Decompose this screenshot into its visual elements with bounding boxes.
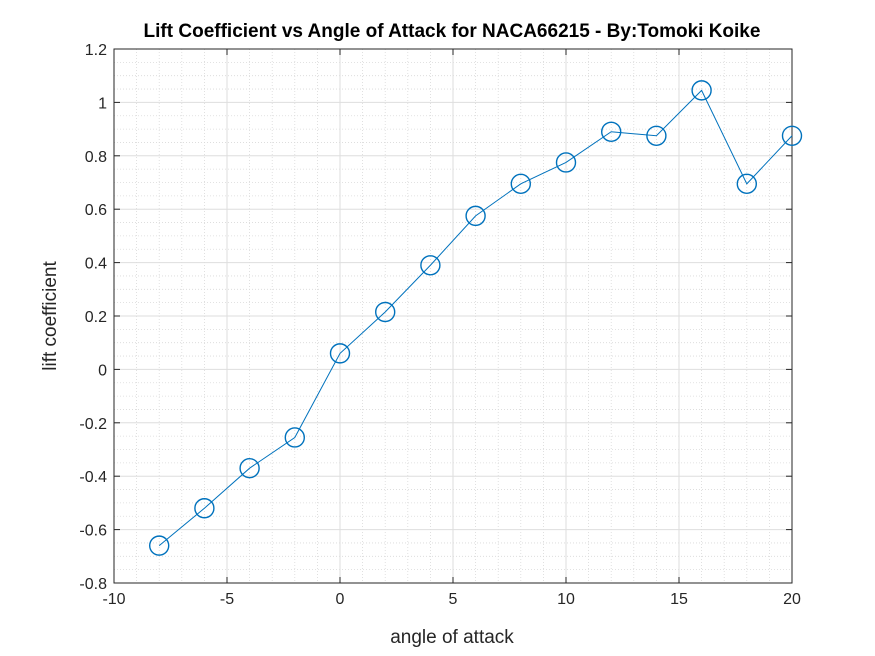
series-layer [148, 80, 803, 556]
y-tick-label: 1.2 [85, 42, 107, 59]
data-point-marker [555, 152, 577, 173]
series-line [158, 89, 793, 547]
data-point-marker [375, 301, 396, 323]
data-point-marker [148, 535, 170, 556]
data-point-marker [646, 125, 667, 146]
y-tick-label: 0 [98, 362, 107, 379]
y-tick-label: 0.2 [85, 309, 107, 326]
x-tick-label: -5 [220, 591, 234, 608]
data-point-marker [239, 457, 260, 479]
tick-marks [113, 48, 793, 584]
y-axis-title: lift coefficient [40, 261, 61, 371]
data-point-marker [284, 427, 305, 448]
x-tick-label: 20 [783, 591, 801, 608]
x-tick-label: -10 [102, 591, 125, 608]
data-point-marker [465, 205, 486, 227]
data-point-marker [691, 80, 712, 101]
x-tick-label: 10 [557, 591, 575, 608]
y-tick-labels: -0.8 -0.6 -0.4 -0.2 0 0.2 0.4 0.6 0.8 1 1.2 [79, 42, 107, 593]
data-point-marker [194, 498, 215, 519]
x-tick-label: 15 [670, 591, 688, 608]
y-tick-label: 0.6 [85, 202, 107, 219]
data-point-marker [736, 173, 757, 195]
y-tick-label: 0.4 [85, 256, 107, 273]
y-tick-label: -0.4 [79, 469, 107, 486]
data-point-marker [329, 343, 351, 364]
chart-title: Lift Coefficient vs Angle of Attack for … [144, 21, 761, 42]
y-tick-label: 0.8 [85, 149, 107, 166]
y-tick-label: -0.6 [79, 523, 107, 540]
x-tick-label: 5 [449, 591, 458, 608]
data-point-marker [781, 125, 803, 146]
data-point-marker [510, 173, 531, 195]
data-point-marker [420, 255, 441, 276]
x-tick-label: 0 [336, 591, 345, 608]
x-tick-labels: -10 -5 0 5 10 15 20 [102, 591, 801, 608]
major-grid [113, 48, 793, 584]
y-tick-label: -0.8 [79, 576, 107, 593]
y-tick-label: -0.2 [79, 416, 107, 433]
y-tick-label: 1 [98, 95, 107, 112]
x-axis-title: angle of attack [390, 627, 514, 648]
data-point-marker [601, 121, 622, 142]
